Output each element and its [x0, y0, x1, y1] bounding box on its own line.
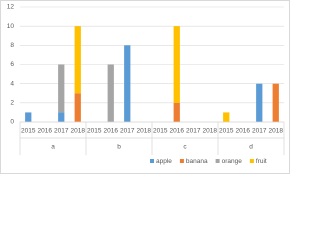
x-tick-label: 2017 — [54, 128, 69, 135]
bar-segment — [223, 112, 230, 122]
x-tick-label: 2016 — [38, 128, 53, 135]
x-tick-label: 2016 — [104, 128, 119, 135]
bar-segment — [173, 26, 180, 103]
y-tick-label: 10 — [7, 23, 15, 30]
bar-segment — [272, 83, 279, 122]
x-tick-label: 2015 — [87, 128, 102, 135]
legend-swatch — [249, 159, 254, 163]
bar-segment — [107, 64, 114, 122]
y-tick-label: 0 — [10, 119, 14, 126]
group-label: c — [183, 144, 187, 151]
y-tick-label: 6 — [10, 61, 14, 68]
legend-label: orange — [222, 158, 243, 165]
bar-segment — [25, 112, 32, 122]
group-label: a — [51, 144, 55, 151]
bar-segment — [256, 83, 263, 122]
chart-frame — [0, 0, 290, 174]
bar-segment — [124, 45, 131, 123]
y-tick-label: 12 — [7, 4, 15, 11]
y-tick-label: 4 — [10, 80, 14, 87]
x-tick-label: 2018 — [137, 128, 152, 135]
x-tick-label: 2017 — [252, 128, 267, 135]
bar-segment — [74, 93, 81, 122]
bar-segment — [74, 26, 81, 94]
y-tick-label: 8 — [10, 42, 14, 49]
x-tick-label: 2018 — [71, 128, 86, 135]
x-tick-label: 2017 — [186, 128, 201, 135]
legend-swatch — [179, 159, 184, 163]
x-tick-label: 2018 — [269, 128, 284, 135]
group-label: d — [249, 144, 253, 151]
x-tick-label: 2017 — [120, 128, 135, 135]
bar-segment — [58, 112, 65, 122]
legend-label: banana — [186, 158, 208, 165]
x-tick-label: 2015 — [21, 128, 36, 135]
x-tick-label: 2016 — [236, 128, 251, 135]
bar-segment — [58, 64, 65, 113]
legend-swatch — [215, 159, 220, 163]
group-label: b — [117, 144, 121, 151]
legend-label: apple — [156, 158, 172, 165]
y-tick-label: 2 — [10, 100, 14, 107]
x-tick-label: 2015 — [219, 128, 234, 135]
x-tick-label: 2016 — [170, 128, 185, 135]
legend-label: fruit — [256, 158, 267, 165]
x-tick-label: 2015 — [153, 128, 168, 135]
bar-segment — [173, 102, 180, 122]
legend-swatch — [150, 159, 154, 163]
x-tick-label: 2018 — [203, 128, 218, 135]
